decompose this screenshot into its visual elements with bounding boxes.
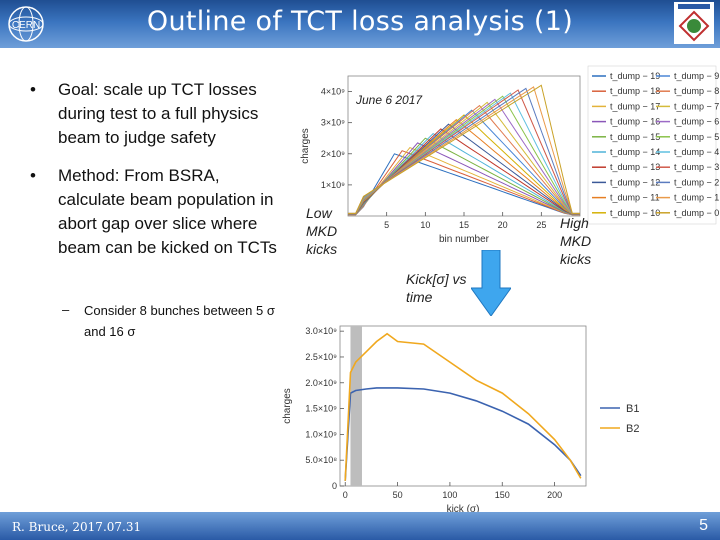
chart-annotation: June 6 2017 [355, 93, 423, 107]
series-line [348, 146, 580, 216]
x-tick-label: 150 [495, 490, 510, 500]
legend-entry: t_dump − 0 [674, 208, 719, 218]
kick-charge-chart: 0 5.0×10⁸ 1.0×10⁹ 1.5×10⁹ 2.0×10⁹ 2.5×10⁹ 3.0×… [282, 325, 639, 512]
y-axis-label: charges [282, 388, 293, 424]
series-line [348, 142, 580, 215]
kick-vs-time-label: Kick[σ] vs time [406, 271, 467, 305]
y-tick-label: 1.5×10⁹ [305, 404, 337, 414]
bullet-goal: Goal: scale up TCT losses during test to… [58, 80, 259, 147]
slide-title: Outline of TCT loss analysis (1) [146, 6, 574, 37]
y-tick-label: 5.0×10⁸ [305, 455, 337, 465]
y-tick-label: 1×10⁹ [321, 180, 345, 190]
down-arrow-icon [471, 250, 511, 316]
legend-entry: t_dump − 3 [674, 162, 719, 172]
x-tick-label: 100 [442, 490, 457, 500]
series-line [348, 137, 580, 215]
series-line [348, 150, 580, 216]
bullet-marker: • [30, 166, 36, 185]
bullet-marker: • [30, 80, 36, 99]
legend-entry: t_dump − 12 [610, 177, 660, 187]
bullet-method: Method: From BSRA, calculate beam popula… [58, 166, 277, 257]
legend-entry: t_dump − 19 [610, 71, 660, 81]
footer-bar: R. Bruce, 2017.07.31 5 [0, 512, 720, 540]
x-tick-label: 50 [393, 490, 403, 500]
title-bar: CERN Outline of TCT loss analysis (1) [0, 0, 720, 48]
sub-bullet-dash: – [62, 302, 70, 317]
legend-entry: t_dump − 9 [674, 71, 719, 81]
x-tick-label: 15 [459, 220, 469, 230]
legend-entry: t_dump − 15 [610, 132, 660, 142]
legend-entry: t_dump − 17 [610, 101, 660, 111]
low-mkd-label: Low MKD kicks [306, 205, 338, 257]
author-date: R. Bruce, 2017.07.31 [12, 520, 142, 534]
x-tick-label: 20 [498, 220, 508, 230]
legend-entry: t_dump − 8 [674, 86, 719, 96]
x-tick-label: 25 [536, 220, 546, 230]
sub-bullet-text: Consider 8 bunches between 5 σ and 16 σ [84, 303, 275, 339]
y-tick-label: 2.5×10⁹ [305, 352, 337, 362]
page-number: 5 [699, 517, 708, 534]
y-tick-label: 2.0×10⁹ [305, 378, 337, 388]
series-line [348, 153, 580, 216]
y-tick-label: 1.0×10⁹ [305, 429, 337, 439]
x-tick-label: 5 [384, 220, 389, 230]
legend-entry: t_dump − 6 [674, 117, 719, 127]
legend-entry: t_dump − 10 [610, 208, 660, 218]
plot-frame [339, 325, 587, 487]
x-tick-label: 0 [343, 490, 348, 500]
legend-entry: t_dump − 16 [610, 117, 660, 127]
legend-entry: B1 [626, 403, 639, 415]
legend-entry: t_dump − 14 [610, 147, 660, 157]
legend-entry: B2 [626, 423, 639, 435]
cern-logo-icon: CERN [8, 6, 44, 42]
legend-entry: t_dump − 11 [610, 193, 660, 203]
series-line [348, 84, 580, 214]
high-mkd-label: High MKD kicks [560, 215, 592, 267]
legend-box [587, 65, 717, 225]
x-tick-label: 200 [547, 490, 562, 500]
legend-entry: t_dump − 5 [674, 132, 719, 142]
highlight-band [350, 326, 362, 486]
bunch-charge-chart: June 6 2017 1×10⁹ 2×10⁹ 3×10⁹ 4×10⁹ 5 10 15 20 25… [300, 65, 719, 245]
legend-entry: t_dump − 7 [674, 101, 719, 111]
y-tick-label: 2×10⁹ [321, 149, 345, 159]
x-axis-label: kick (σ) [447, 504, 480, 512]
legend-entry: t_dump − 4 [674, 147, 719, 157]
series-line-b2 [344, 332, 582, 481]
svg-text:CERN: CERN [12, 20, 40, 31]
legend-entry: t_dump − 18 [610, 86, 660, 96]
lhc-collimation-logo-icon [674, 2, 714, 44]
legend-entry: t_dump − 1 [674, 193, 719, 203]
x-tick-label: 10 [420, 220, 430, 230]
y-tick-label: 0 [332, 481, 337, 491]
y-tick-label: 3×10⁹ [321, 118, 345, 128]
y-tick-label: 3.0×10⁹ [305, 326, 337, 336]
y-tick-label: 4×10⁹ [321, 87, 345, 97]
legend-entry: t_dump − 13 [610, 162, 660, 172]
y-axis-label: charges [300, 128, 311, 164]
legend-entry: t_dump − 2 [674, 177, 719, 187]
series-line-b1 [344, 387, 582, 481]
x-axis-label: bin number [439, 234, 490, 245]
